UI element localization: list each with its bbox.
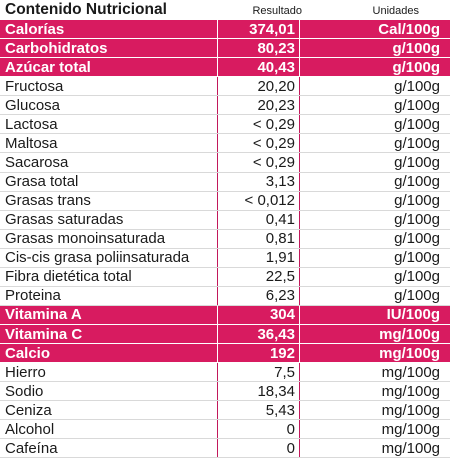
table-header: Contenido Nutricional Resultado Unidades [0, 0, 450, 20]
nutrient-value: 374,01 [218, 20, 300, 39]
nutrient-name: Sacarosa [0, 153, 218, 172]
table-row: Azúcar total 40,43 g/100g [0, 58, 450, 78]
result-column-header: Resultado [252, 5, 302, 17]
nutrient-name: Azúcar total [0, 58, 218, 77]
nutrient-name: Grasas saturadas [0, 210, 218, 229]
nutrient-name: Lactosa [0, 115, 218, 134]
nutrient-name: Carbohidratos [0, 39, 218, 58]
units-column-header: Unidades [372, 5, 419, 17]
nutrient-name: Maltosa [0, 134, 218, 153]
table-body: Calorías 374,01 Cal/100g Carbohidratos 80,23… [0, 20, 450, 459]
table-row: Grasa total 3,13 g/100g [0, 172, 450, 192]
nutrient-value: 3,13 [218, 172, 300, 191]
nutrient-value: 0 [218, 439, 300, 458]
nutrient-unit: Cal/100g [378, 20, 440, 38]
nutrient-unit: mg/100g [381, 439, 440, 457]
nutrient-name: Sodio [0, 382, 218, 401]
nutrient-value: 40,43 [218, 58, 300, 77]
nutrient-unit: g/100g [394, 173, 440, 191]
nutrient-unit: g/100g [392, 39, 440, 57]
nutrient-name: Proteina [0, 286, 218, 305]
nutrient-unit: g/100g [394, 287, 440, 305]
nutrient-value: 36,43 [218, 325, 300, 344]
nutrient-unit: g/100g [392, 58, 440, 76]
nutrient-name: Calcio [0, 344, 218, 363]
table-row: Calorías 374,01 Cal/100g [0, 20, 450, 40]
table-row: Grasas trans < 0,012 g/100g [0, 191, 450, 211]
nutrient-value: < 0,29 [218, 115, 300, 134]
table-row: Carbohidratos 80,23 g/100g [0, 39, 450, 59]
nutrient-value: < 0,012 [218, 191, 300, 210]
nutrient-value: 80,23 [218, 39, 300, 58]
nutrient-value: 0 [218, 420, 300, 439]
nutrient-name: Vitamina A [0, 305, 218, 324]
table-row: Sodio 18,34 mg/100g [0, 382, 450, 402]
nutrient-name: Glucosa [0, 96, 218, 115]
table-row: Alcohol 0 mg/100g [0, 420, 450, 440]
nutrient-unit: g/100g [394, 134, 440, 152]
nutrient-value: 304 [218, 305, 300, 324]
table-row: Cafeína 0 mg/100g [0, 439, 450, 459]
nutrient-unit: mg/100g [381, 363, 440, 381]
nutrient-unit: g/100g [394, 249, 440, 267]
nutrient-unit: mg/100g [379, 344, 440, 362]
nutrient-name: Alcohol [0, 420, 218, 439]
nutrient-unit: mg/100g [381, 382, 440, 400]
table-row: Grasas saturadas 0,41 g/100g [0, 210, 450, 230]
nutrient-name: Cis-cis grasa poliinsaturada [0, 248, 218, 267]
table-row: Cis-cis grasa poliinsaturada 1,91 g/100g [0, 248, 450, 268]
table-row: Maltosa < 0,29 g/100g [0, 134, 450, 154]
nutrient-value: 18,34 [218, 382, 300, 401]
nutrient-value: 0,81 [218, 229, 300, 248]
nutrient-unit: g/100g [394, 211, 440, 229]
nutrient-unit: mg/100g [381, 401, 440, 419]
table-row: Vitamina A 304 IU/100g [0, 305, 450, 325]
nutrient-name: Hierro [0, 363, 218, 382]
nutrient-unit: IU/100g [386, 306, 440, 324]
table-row: Fibra dietética total 22,5 g/100g [0, 267, 450, 287]
table-row: Vitamina C 36,43 mg/100g [0, 325, 450, 345]
table-row: Proteina 6,23 g/100g [0, 286, 450, 306]
nutrient-value: 20,20 [218, 77, 300, 96]
table-row: Sacarosa < 0,29 g/100g [0, 153, 450, 173]
nutrient-unit: g/100g [394, 115, 440, 133]
nutrient-value: 7,5 [218, 363, 300, 382]
nutrient-name: Vitamina C [0, 325, 218, 344]
nutrient-value: 5,43 [218, 401, 300, 420]
nutrient-unit: g/100g [394, 192, 440, 210]
nutrient-unit: mg/100g [379, 325, 440, 343]
table-row: Grasas monoinsaturada 0,81 g/100g [0, 229, 450, 249]
table-row: Fructosa 20,20 g/100g [0, 77, 450, 97]
nutrient-unit: g/100g [394, 230, 440, 248]
nutrient-name: Cafeína [0, 439, 218, 458]
nutrient-value: 0,41 [218, 210, 300, 229]
nutrient-unit: g/100g [394, 77, 440, 95]
table-row: Lactosa < 0,29 g/100g [0, 115, 450, 135]
nutrient-name: Grasa total [0, 172, 218, 191]
nutrient-value: < 0,29 [218, 134, 300, 153]
table-row: Calcio 192 mg/100g [0, 344, 450, 364]
nutrient-value: 6,23 [218, 286, 300, 305]
table-title: Contenido Nutricional [5, 1, 167, 18]
table-row: Glucosa 20,23 g/100g [0, 96, 450, 116]
nutrient-value: 20,23 [218, 96, 300, 115]
nutrient-name: Grasas monoinsaturada [0, 229, 218, 248]
nutrient-unit: g/100g [394, 268, 440, 286]
nutrient-name: Fibra dietética total [0, 267, 218, 286]
nutrient-value: 22,5 [218, 267, 300, 286]
nutrient-name: Ceniza [0, 401, 218, 420]
nutrient-unit: g/100g [394, 96, 440, 114]
nutrient-unit: mg/100g [381, 420, 440, 438]
table-row: Hierro 7,5 mg/100g [0, 363, 450, 383]
nutrient-value: 192 [218, 344, 300, 363]
nutrient-name: Calorías [0, 20, 218, 39]
nutrient-name: Grasas trans [0, 191, 218, 210]
table-row: Ceniza 5,43 mg/100g [0, 401, 450, 421]
nutrient-value: 1,91 [218, 248, 300, 267]
nutrient-unit: g/100g [394, 153, 440, 171]
nutrient-name: Fructosa [0, 77, 218, 96]
nutrient-value: < 0,29 [218, 153, 300, 172]
